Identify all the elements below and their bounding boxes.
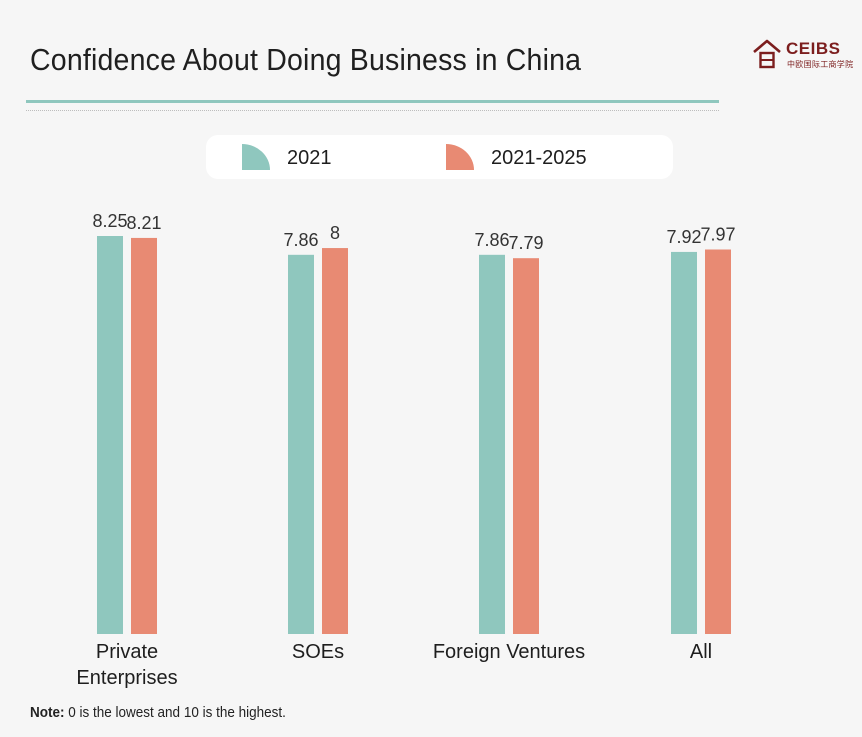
- category-label-all: All: [690, 641, 712, 663]
- chart-legend: 2021 2021-2025: [206, 135, 673, 179]
- bar-private-enterprises-2021: [97, 236, 123, 634]
- logo-subtext: 中欧国际工商学院: [787, 60, 854, 69]
- title-dotted-divider: [26, 110, 719, 111]
- note-label: Note:: [30, 704, 65, 721]
- bar-foreign-ventures-2021: [479, 254, 505, 634]
- chart-title: Confidence About Doing Business in China: [30, 42, 582, 77]
- legend-swatch-2021-2025: [446, 144, 474, 170]
- bar-foreign-ventures-2021-2025: [513, 258, 539, 634]
- bar-private-enterprises-2021-2025: [131, 237, 157, 635]
- bar-all-2021-2025: [705, 249, 731, 634]
- category-label-foreign-ventures: Foreign Ventures: [433, 641, 585, 663]
- bar-soes-2021-2025: [322, 248, 348, 634]
- category-label-soes: SOEs: [292, 641, 344, 663]
- logo-brand-text: CEIBS: [786, 39, 841, 58]
- data-label-soes-2021: 7.86: [283, 230, 318, 250]
- category-label-private-enterprises-line-2: Enterprises: [76, 667, 177, 689]
- note-text: 0 is the lowest and 10 is the highest.: [68, 704, 286, 721]
- legend-swatch-2021: [242, 144, 270, 170]
- ceibs-logo-icon: [753, 39, 781, 69]
- title-underline: [26, 100, 719, 103]
- bar-all-2021: [671, 251, 697, 635]
- data-label-all-2021: 7.92: [666, 227, 701, 247]
- data-label-private-enterprises-2021-2025: 8.21: [126, 213, 161, 233]
- data-label-all-2021-2025: 7.97: [700, 225, 735, 245]
- bar-soes-2021: [288, 254, 314, 634]
- ceibs-logo: CEIBS 中欧国际工商学院: [752, 38, 853, 72]
- data-label-foreign-ventures-2021: 7.86: [474, 230, 509, 250]
- legend-label-2021: 2021: [287, 147, 332, 169]
- chart-note: Note: 0 is the lowest and 10 is the high…: [30, 704, 286, 721]
- data-label-foreign-ventures-2021-2025: 7.79: [508, 233, 543, 253]
- data-label-soes-2021-2025: 8: [330, 223, 340, 243]
- legend-label-2021-2025: 2021-2025: [491, 147, 587, 169]
- data-label-private-enterprises-2021: 8.25: [92, 211, 127, 231]
- category-label-private-enterprises-line-1: Private: [96, 641, 158, 663]
